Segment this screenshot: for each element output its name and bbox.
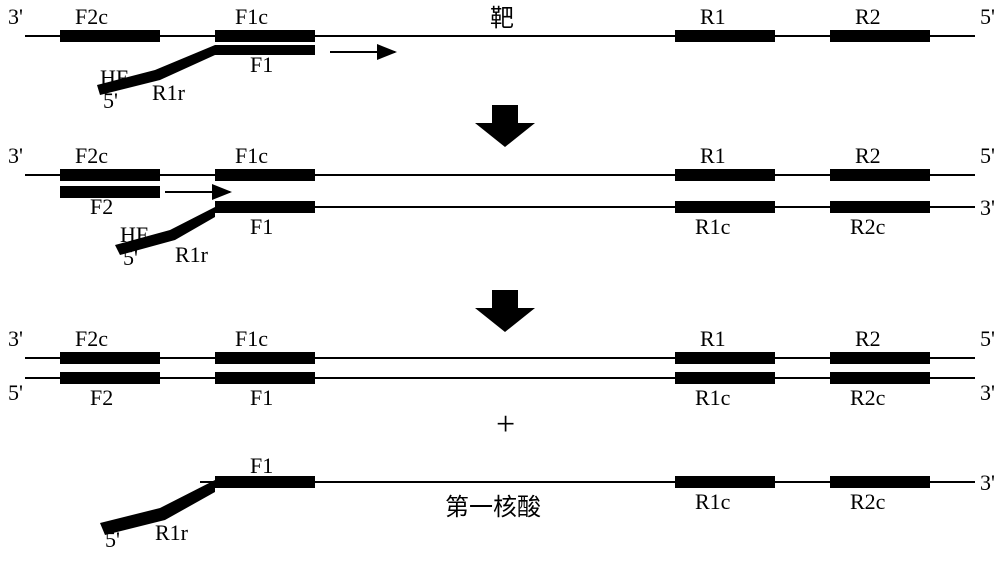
label-text: R2c (850, 214, 886, 239)
label-text: R1 (700, 143, 726, 168)
label-text: 3' (980, 380, 995, 405)
label-text: R2c (850, 385, 886, 410)
label-text: 3' (8, 143, 23, 168)
label-text: 5' (980, 4, 995, 29)
label-text: F2 (90, 194, 113, 219)
region-block (215, 201, 315, 213)
label-text: R1c (695, 489, 731, 514)
label-text: F1 (250, 52, 273, 77)
label-text: 3' (8, 326, 23, 351)
label-text: 3' (980, 470, 995, 495)
label-text: 5' (980, 143, 995, 168)
label-text: F1c (235, 4, 268, 29)
region-block (215, 352, 315, 364)
label-text: 5' (103, 88, 118, 113)
label-text: F2 (90, 385, 113, 410)
region-block (60, 30, 160, 42)
label-text: F2c (75, 326, 108, 351)
label-text: F1 (250, 453, 273, 478)
region-block (215, 169, 315, 181)
region-block (675, 476, 775, 488)
label-text: R1r (155, 520, 189, 545)
label-text: R1r (175, 242, 209, 267)
region-block (675, 372, 775, 384)
region-block (215, 30, 315, 42)
region-block (215, 372, 315, 384)
label-text: R2 (855, 143, 881, 168)
label-text: R1 (700, 4, 726, 29)
label-text: 靶 (490, 5, 514, 32)
region-block (830, 169, 930, 181)
label-text: F1 (250, 385, 273, 410)
label-text: HF (100, 65, 128, 90)
label-text: R1r (152, 80, 186, 105)
label-text: 5' (8, 380, 23, 405)
label-text: F1c (235, 143, 268, 168)
region-block (830, 30, 930, 42)
label-text: 第一核酸 (445, 494, 541, 521)
region-block (675, 201, 775, 213)
region-block (830, 372, 930, 384)
region-block (830, 476, 930, 488)
label-text: 5' (123, 245, 138, 270)
region-block (830, 201, 930, 213)
label-text: R1 (700, 326, 726, 351)
label-text: R2 (855, 4, 881, 29)
label-text: F2c (75, 4, 108, 29)
label-text: 5' (980, 326, 995, 351)
step-arrow-down (475, 105, 535, 147)
label-text: + (496, 406, 515, 443)
label-text: R2 (855, 326, 881, 351)
label-text: R1c (695, 214, 731, 239)
region-block (830, 352, 930, 364)
label-text: R1c (695, 385, 731, 410)
diagram-canvas: 3'5'F2cF1cR1R2靶HF5'R1rF13'5'F2cF1cR1R2F2… (0, 0, 1000, 566)
step-arrow-down (475, 290, 535, 332)
region-block (675, 352, 775, 364)
label-text: F1 (250, 214, 273, 239)
label-text: 5' (105, 527, 120, 552)
region-block (60, 169, 160, 181)
label-text: F2c (75, 143, 108, 168)
region-block (60, 352, 160, 364)
label-text: F1c (235, 326, 268, 351)
label-text: R2c (850, 489, 886, 514)
primer-tail (97, 45, 315, 95)
label-text: HF (120, 222, 148, 247)
label-text: 3' (8, 4, 23, 29)
region-block (675, 169, 775, 181)
region-block (60, 372, 160, 384)
label-text: 3' (980, 195, 995, 220)
region-block (675, 30, 775, 42)
